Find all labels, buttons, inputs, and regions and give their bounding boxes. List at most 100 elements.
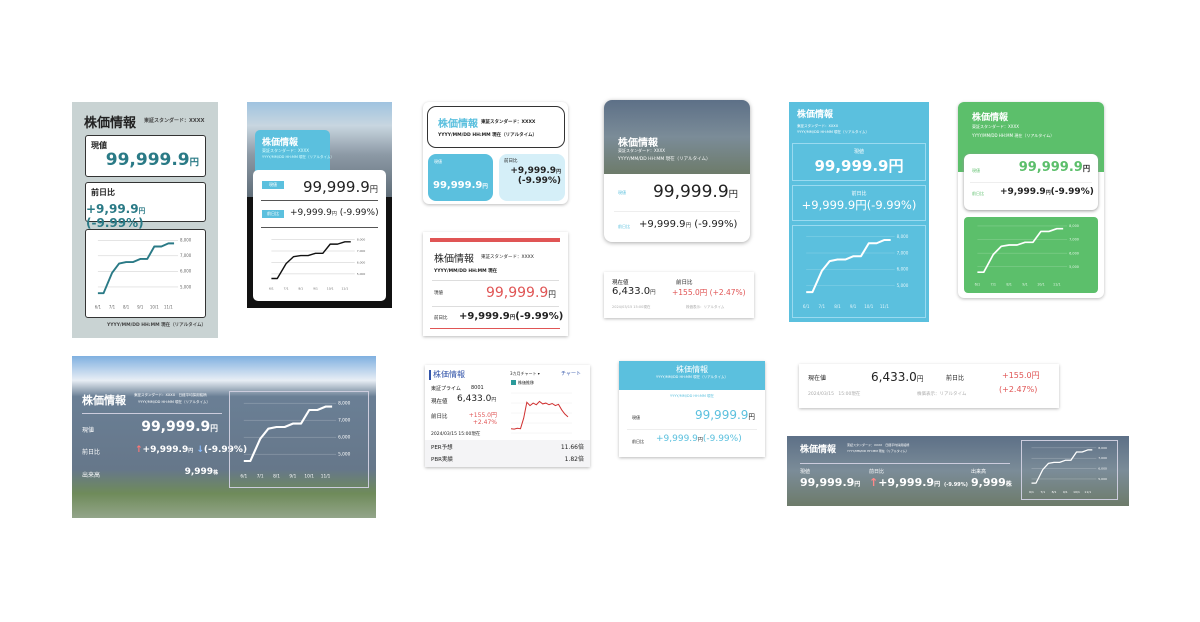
note: 株価表示：リアルタイム — [686, 305, 725, 309]
x-tick-label: 11/1 — [1084, 490, 1091, 494]
y-tick-label: 5,000 — [1098, 477, 1107, 481]
stock-card-small: 現在値 前日比 6,433.0円 +155.0円 (+2.47%) 2024/0… — [604, 272, 754, 318]
y-tick-label: 7,000 — [357, 249, 366, 253]
arrow-down-icon: ↓ — [196, 445, 204, 455]
market-label: 東証スタンダード：XXXX — [618, 148, 665, 153]
chart-legend: 株価推移 — [518, 380, 534, 385]
y-tick-label: 6,000 — [1098, 467, 1107, 471]
y-tick-label: 7,000 — [897, 250, 909, 255]
pbr-value: 1.82倍 — [564, 456, 584, 463]
stock-card-gray: 株価情報 東証スタンダード：XXXX 現値 99,999.9円 前日比 +9,9… — [72, 102, 218, 338]
stock-card-outlined: 株価情報 東証スタンダード：XXXX YYYY/MM/DD HH:MM 現在（リ… — [423, 102, 568, 204]
stock-card-red: 株価情報 東証スタンダード：XXXX YYYY/MM/DD HH:MM 現在 現… — [423, 232, 568, 336]
stock-card-photo: 株価情報 東証スタンダード：XXXX YYYY/MM/DD HH:MM 現在（リ… — [247, 102, 392, 308]
change-value: +155.0円 +2.47% — [468, 412, 497, 426]
change-label: 前日比 — [431, 414, 448, 420]
y-tick-label: 6,000 — [1069, 251, 1079, 255]
current-tag: 現値 — [262, 181, 284, 189]
x-tick-label: 11/1 — [321, 474, 331, 480]
current-price: 6,433.0円 — [457, 394, 497, 404]
stock-card-blue-header: 株価情報 YYYY/MM/DD HH:MM 現在（リアルタイム） YYYY/MM… — [619, 361, 765, 457]
change-tag: 前日比 — [262, 210, 284, 218]
stock-card-blue: 株価情報 東証スタンダード：XXXX YYYY/MM/DD HH:MM 現在（リ… — [789, 102, 929, 322]
card-title: 株価情報 — [82, 394, 126, 407]
current-label: 現値 — [800, 469, 811, 475]
current-price: 99,999.9円 — [652, 182, 738, 202]
change-value: +9,99.9円(-9.99%) — [86, 202, 146, 230]
date: 2024/03/15 15:00現在 — [808, 392, 861, 397]
x-tick-label: 7/1 — [819, 304, 826, 309]
chart-period-select[interactable]: 3カ月チャート ▾ — [510, 371, 540, 376]
per-value: 11.66倍 — [560, 444, 584, 451]
current-label: 現在値 — [808, 375, 827, 382]
x-tick-label: 7/1 — [284, 287, 289, 291]
card-title: 株価情報 — [434, 254, 474, 265]
x-tick-label: 9/1 — [137, 304, 144, 309]
datetime: YYYY/MM/DD HH:MM 現在（リアルタイム） — [138, 400, 210, 404]
change-value: +9,999.9円(-9.99%) — [656, 434, 742, 444]
market-label: 東証スタンダード：XXXX 日経平均採用銘柄 — [847, 443, 910, 447]
change-label: 前日比 — [618, 224, 630, 229]
volume-label: 出来高 — [82, 472, 101, 479]
datetime: YYYY/MM/DD HH:MM 現在（リアルタイム） — [262, 155, 334, 159]
chart-link[interactable]: チャート — [561, 371, 581, 377]
datetime: YYYY/MM/DD HH:MM 現在 — [434, 269, 498, 274]
card-title: 株価情報 — [438, 119, 478, 130]
current-label: 現値 — [972, 168, 980, 173]
current-price: 99,999.9円 — [105, 150, 199, 170]
stock-code: 8001 — [471, 385, 484, 391]
y-tick-label: 5,000 — [180, 284, 192, 289]
change-value: +155.0円 (+2.47%) — [672, 288, 746, 297]
change-label: 前日比 — [946, 375, 965, 382]
price-chart: 5,000 6,000 7,000 8,000 6/1 7/1 8/1 9/1 10/1 11/1 — [975, 224, 1079, 286]
x-tick-label: 11/1 — [880, 304, 890, 309]
date: 2024/03/15 15:00現在 — [612, 305, 651, 309]
card-title: 株価情報 — [84, 116, 137, 131]
y-tick-label: 5,000 — [897, 283, 909, 288]
stock-card-banner: 株価情報 東証スタンダード：XXXX 日経平均採用銘柄 YYYY/MM/DD H… — [787, 436, 1129, 506]
current-price: 99,999.9円 — [694, 408, 755, 422]
market-label: 東証プライム — [431, 386, 461, 392]
x-tick-label: 6/1 — [1029, 490, 1034, 494]
y-tick-label: 7,000 — [1069, 238, 1079, 242]
x-tick-label: 10/1 — [1073, 490, 1080, 494]
current-label: 現値 — [434, 159, 442, 164]
x-tick-label: 10/1 — [327, 287, 334, 291]
change-value: +9,999.9円 (-9.99%) — [290, 208, 379, 218]
stock-card-horizontal: 現在値 6,433.0円 前日比 +155.0円 (+2.47%) 2024/0… — [799, 364, 1059, 408]
datetime: YYYY/MM/DD HH:MM 現在（リアルタイム） — [797, 130, 869, 134]
change-value: +155.0円 — [1002, 371, 1040, 380]
stock-card-detail: 株価情報 東証プライム 8001 3カ月チャート ▾ チャート 株価推移 現在値… — [425, 365, 590, 467]
current-price: 99,999.9円 — [800, 476, 861, 489]
current-price: 99,999.9円 — [433, 180, 488, 191]
volume-value: 9,999株 — [971, 476, 1012, 489]
card-title: 株価情報 — [797, 110, 834, 120]
datetime: YYYY/MM/DD HH:MM 現在 — [669, 394, 715, 398]
current-price: 6,433.0円 — [871, 370, 924, 384]
change-label: 前日比 — [91, 188, 115, 197]
y-tick-label: 7,000 — [1098, 456, 1107, 460]
x-tick-label: 6/1 — [975, 282, 980, 286]
x-tick-label: 10/1 — [304, 474, 314, 480]
x-tick-label: 8/1 — [1006, 282, 1011, 286]
volume-label: 出来高 — [971, 469, 987, 475]
stock-card-green: 株価情報 東証スタンダード：XXXX YYYY/MM/DD HH:MM 現在（リ… — [958, 102, 1104, 298]
y-tick-label: 6,000 — [338, 435, 350, 441]
current-label: 現値 — [434, 291, 443, 296]
change-value: +9,999.9円(-9.99%) — [459, 311, 564, 322]
market-label: 東証スタンダード：XXXX 日経平均採用銘柄 — [134, 393, 207, 397]
price-chart: 5,000 6,000 7,000 8,000 6/1 7/1 8/1 9/1 10/1 11/1 — [95, 238, 192, 310]
change-label: 前日比 — [851, 191, 867, 197]
card-title: 株価情報 — [262, 138, 299, 148]
datetime: YYYY/MM/DD HH:MM 現在（リアルタイム） — [438, 133, 538, 138]
current-label: 現在値 — [431, 399, 448, 405]
y-tick-label: 8,000 — [357, 238, 366, 242]
x-tick-label: 11/1 — [1053, 282, 1061, 286]
x-tick-label: 11/1 — [342, 287, 349, 291]
y-tick-label: 5,000 — [338, 452, 350, 458]
price-chart: 5,000 6,000 7,000 8,000 6/1 7/1 8/1 9/1 10/1 11/1 — [803, 234, 909, 309]
x-tick-label: 10/1 — [150, 304, 159, 309]
price-line — [1031, 449, 1093, 484]
market-label: 東証スタンダード：XXXX — [144, 118, 205, 124]
card-title: 株価情報 — [676, 365, 708, 374]
